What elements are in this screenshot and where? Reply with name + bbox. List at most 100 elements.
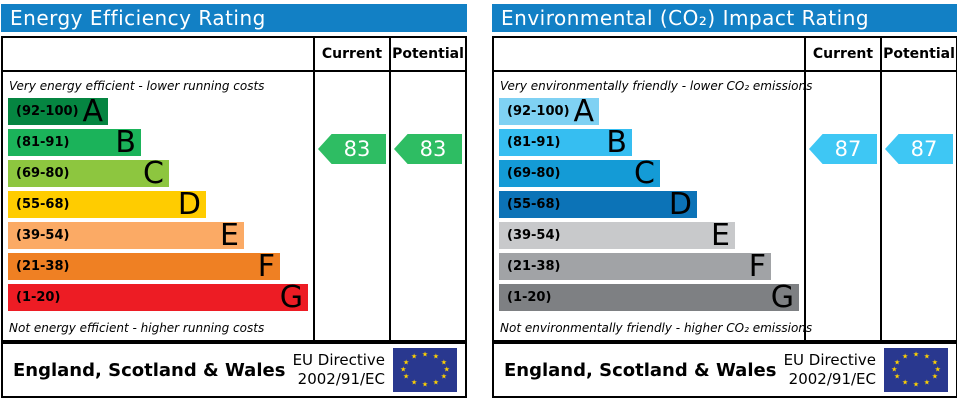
band-list: (92-100) A (81-91) B (69-80) C (55-68)	[499, 94, 804, 315]
band-a: (92-100) A	[499, 94, 599, 129]
band-range: (55-68)	[16, 197, 70, 212]
current-column-header: Current	[804, 38, 880, 70]
band-c: (69-80) C	[499, 156, 660, 191]
eu-flag-star: ★	[440, 372, 447, 381]
band-b: (81-91) B	[499, 125, 632, 160]
eu-flag-star: ★	[923, 378, 931, 387]
band-range: (81-91)	[16, 135, 70, 150]
eu-flag-star: ★	[421, 350, 429, 359]
eu-flag-star: ★	[934, 365, 941, 374]
table-body: Very energy efficient - lower running co…	[3, 72, 465, 340]
band-letter: D	[668, 187, 692, 222]
eu-flag-icon: ★ ★ ★ ★ ★ ★ ★ ★ ★ ★ ★ ★	[393, 348, 457, 392]
band-range: (21-38)	[507, 259, 561, 274]
eu-flag-star: ★	[894, 358, 901, 367]
band-range: (69-80)	[16, 166, 70, 181]
eu-flag-star: ★	[421, 380, 429, 389]
rating-table: Current Potential Very energy efficient …	[1, 36, 467, 342]
energy-title-bar: Energy Efficiency Rating	[1, 4, 467, 32]
caption-top: Very energy efficient - lower running co…	[9, 79, 265, 93]
band-letter: E	[711, 218, 730, 253]
eu-flag-star: ★	[410, 378, 418, 387]
eu-directive-line2: 2002/91/EC	[788, 370, 876, 388]
band-g: (1-20) G	[499, 280, 799, 315]
band-list: (92-100) A (81-91) B (69-80) C (55-68)	[8, 94, 313, 315]
eu-flag-star: ★	[931, 358, 938, 367]
panel-title: Energy Efficiency Rating	[10, 6, 266, 30]
band-chart: Very energy efficient - lower running co…	[3, 72, 313, 340]
band-letter: C	[634, 156, 655, 191]
band-g: (1-20) G	[8, 280, 308, 315]
potential-rating-value: 83	[419, 137, 447, 161]
band-e: (39-54) E	[499, 218, 735, 253]
potential-value-cell: 83	[389, 72, 465, 340]
eu-flag-star: ★	[410, 352, 418, 361]
band-d: (55-68) D	[8, 187, 206, 222]
eu-flag-star: ★	[901, 352, 909, 361]
eu-flag-star: ★	[403, 358, 410, 367]
band-d: (55-68) D	[499, 187, 697, 222]
band-range: (1-20)	[507, 290, 552, 305]
band-f: (21-38) F	[8, 249, 280, 284]
eu-directive-line2: 2002/91/EC	[297, 370, 385, 388]
current-rating-arrow: 83	[318, 134, 386, 164]
eu-flag-star: ★	[891, 365, 898, 374]
band-letter: B	[606, 125, 627, 160]
eu-directive-line1: EU Directive	[783, 350, 876, 369]
band-range: (55-68)	[507, 197, 561, 212]
band-c: (69-80) C	[8, 156, 169, 191]
current-rating-arrow: 87	[809, 134, 877, 164]
band-range: (92-100)	[507, 104, 570, 119]
current-value-cell: 87	[804, 72, 880, 340]
panel-footer: England, Scotland & Wales EU Directive 2…	[492, 342, 957, 398]
band-b: (81-91) B	[8, 125, 141, 160]
eu-flag-star: ★	[432, 352, 440, 361]
band-letter: A	[573, 94, 594, 129]
eu-flag-star: ★	[923, 352, 931, 361]
current-value-cell: 83	[313, 72, 389, 340]
current-rating-value: 87	[834, 137, 862, 161]
eu-flag-star: ★	[440, 358, 447, 367]
eu-flag-star: ★	[403, 372, 410, 381]
band-e: (39-54) E	[8, 221, 244, 251]
band-range: (69-80)	[507, 166, 561, 181]
potential-column-header: Potential	[389, 38, 465, 70]
band-range: (21-38)	[16, 259, 70, 274]
caption-bottom: Not environmentally friendly - higher CO…	[500, 321, 813, 335]
band-letter: D	[177, 187, 201, 222]
band-f: (21-38) F	[499, 252, 771, 282]
band-range: (92-100)	[16, 104, 79, 119]
band-letter: F	[257, 249, 275, 284]
panel-title: Environmental (CO₂) Impact Rating	[501, 6, 870, 30]
band-letter: G	[770, 280, 794, 315]
band-range: (39-54)	[507, 228, 561, 243]
eu-flag-star: ★	[912, 350, 920, 359]
eu-flag-star: ★	[443, 365, 450, 374]
eu-flag-star: ★	[931, 372, 938, 381]
table-header-row: Current Potential	[494, 38, 956, 72]
eu-flag-icon: ★ ★ ★ ★ ★ ★ ★ ★ ★ ★ ★ ★	[884, 348, 948, 392]
band-letter: B	[115, 125, 136, 160]
caption-top: Very environmentally friendly - lower CO…	[500, 79, 813, 93]
co2-impact-panel: Environmental (CO₂) Impact Rating Curren…	[492, 4, 957, 398]
band-letter: A	[82, 94, 103, 129]
potential-rating-arrow: 87	[885, 134, 953, 164]
current-column-header: Current	[313, 38, 389, 70]
eu-directive-label: EU Directive 2002/91/EC	[784, 351, 876, 390]
band-letter: C	[143, 156, 164, 191]
energy-efficiency-panel: Energy Efficiency Rating Current Potenti…	[1, 4, 467, 398]
current-rating-value: 83	[343, 137, 371, 161]
band-range: (1-20)	[16, 290, 61, 305]
panel-footer: England, Scotland & Wales EU Directive 2…	[1, 342, 467, 398]
band-chart: Very environmentally friendly - lower CO…	[494, 72, 813, 340]
potential-column-header: Potential	[880, 38, 956, 70]
band-a: (92-100) A	[8, 94, 108, 129]
eu-directive-line1: EU Directive	[292, 350, 385, 369]
region-label: England, Scotland & Wales	[504, 359, 777, 381]
eu-flag-star: ★	[400, 365, 407, 374]
chart-header-spacer	[494, 38, 804, 70]
band-range: (81-91)	[507, 135, 561, 150]
co2-title-bar: Environmental (CO₂) Impact Rating	[492, 4, 957, 32]
band-letter: G	[279, 280, 303, 315]
eu-flag-star: ★	[894, 372, 901, 381]
